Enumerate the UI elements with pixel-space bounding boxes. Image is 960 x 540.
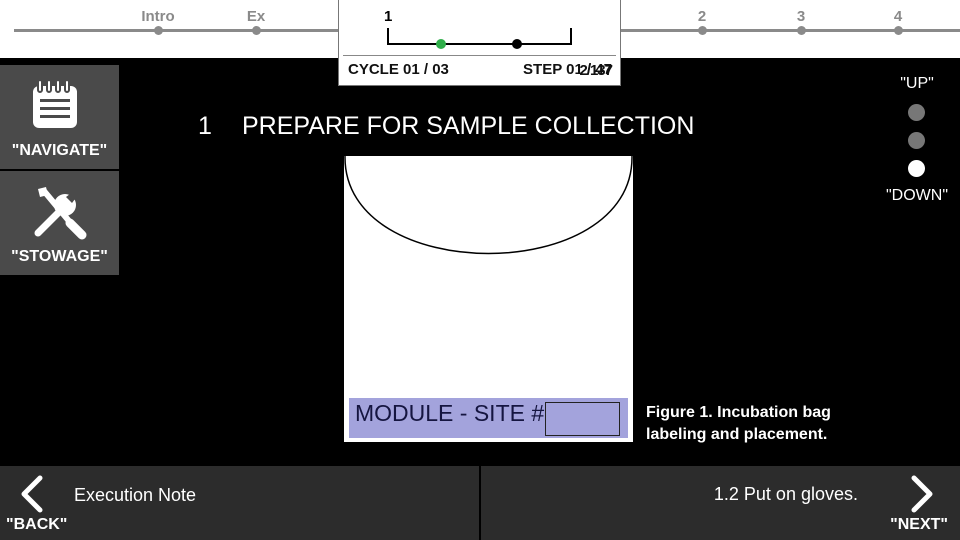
progress-marker-label: 3 [796, 8, 806, 25]
step-counter-overlay: 2/137 [579, 62, 613, 79]
notepad-icon [33, 79, 77, 128]
step-counter-text: STEP 01 / 47 [523, 61, 612, 78]
navigate-label: "NAVIGATE" [11, 142, 108, 159]
voice-up-label: "UP" [900, 75, 934, 92]
step-title: 1 PREPARE FOR SAMPLE COLLECTION [198, 112, 694, 141]
voice-down-label: "DOWN" [885, 187, 948, 204]
bottom-bar-right: 1.2 Put on gloves. "NEXT" [481, 466, 960, 540]
scroll-position-dot-active [908, 160, 925, 177]
bottom-bar-left: "BACK" Execution Note [0, 466, 479, 540]
progress-marker-dot [894, 26, 903, 35]
progress-marker-ex[interactable]: Ex [226, 0, 286, 35]
progress-marker-label: Intro [141, 8, 175, 25]
step-title-text: PREPARE FOR SAMPLE COLLECTION [242, 112, 695, 140]
progress-marker-label: 2 [697, 8, 707, 25]
current-section-number: 1 [384, 8, 393, 25]
cycle-counter: CYCLE 01 / 03 [348, 61, 449, 78]
progress-marker-dot [154, 26, 163, 35]
chevron-left-icon [21, 475, 43, 513]
step-counter: STEP 01 / 47 2/137 [523, 61, 613, 79]
step-number: 1 [198, 112, 212, 140]
navigate-button[interactable]: "NAVIGATE" [0, 65, 119, 169]
scroll-position-dot [908, 132, 925, 149]
back-label: "BACK" [6, 516, 68, 533]
progress-marker-4[interactable]: 4 [868, 0, 928, 35]
progress-marker-3[interactable]: 3 [771, 0, 831, 35]
progress-marker-dot [698, 26, 707, 35]
progress-marker-intro[interactable]: Intro [128, 0, 188, 35]
figure-caption: Figure 1. Incubation bag labeling and pl… [646, 404, 831, 443]
progress-marker-2[interactable]: 2 [672, 0, 732, 35]
figure-image: MODULE - SITE # [344, 156, 633, 442]
divider [343, 55, 616, 56]
tools-icon [34, 187, 87, 240]
next-button[interactable]: "NEXT" [880, 466, 960, 540]
module-site-label-text: MODULE - SITE # [355, 400, 545, 426]
section-step-bracket [387, 28, 572, 45]
next-step-preview: 1.2 Put on gloves. [713, 484, 858, 504]
next-label: "NEXT" [890, 516, 948, 533]
stowage-label: "STOWAGE" [11, 248, 108, 265]
incubation-bag-drawing [344, 156, 633, 255]
module-site-label: MODULE - SITE # [349, 398, 628, 438]
progress-marker-label: Ex [246, 8, 266, 25]
current-step-dot [436, 39, 446, 49]
scroll-position-dot [908, 104, 925, 121]
chevron-right-icon [911, 475, 933, 513]
execution-note-link[interactable]: Execution Note [74, 485, 197, 505]
progress-marker-dot [797, 26, 806, 35]
progress-marker-dot [252, 26, 261, 35]
back-button[interactable]: "BACK" [0, 466, 70, 540]
current-section-panel: 1 CYCLE 01 / 03 STEP 01 / 47 2/137 [338, 0, 621, 86]
step-dot [512, 39, 522, 49]
progress-marker-label: 4 [893, 8, 903, 25]
stowage-button[interactable]: "STOWAGE" [0, 171, 119, 275]
site-number-box [545, 402, 620, 436]
